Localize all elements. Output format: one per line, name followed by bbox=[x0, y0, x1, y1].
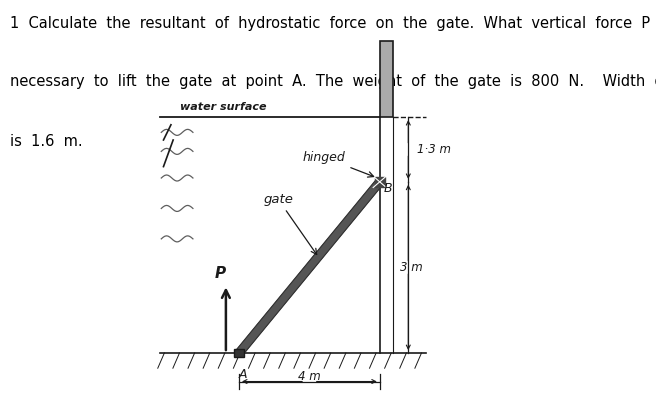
Text: 1  Calculate  the  resultant  of  hydrostatic  force  on  the  gate.  What  vert: 1 Calculate the resultant of hydrostatic… bbox=[10, 16, 656, 31]
Text: hinged: hinged bbox=[303, 151, 374, 177]
Text: 3 m: 3 m bbox=[400, 261, 422, 274]
Text: is  1.6  m.: is 1.6 m. bbox=[10, 134, 83, 149]
Bar bbox=[234, 349, 244, 357]
Polygon shape bbox=[236, 180, 383, 355]
Text: necessary  to  lift  the  gate  at  point  A.  The  weight  of  the  gate  is  8: necessary to lift the gate at point A. T… bbox=[10, 74, 656, 89]
Text: A: A bbox=[238, 368, 247, 381]
Text: water surface: water surface bbox=[180, 101, 266, 112]
Text: 4 m: 4 m bbox=[298, 371, 321, 383]
Text: B: B bbox=[384, 182, 393, 195]
Text: gate: gate bbox=[263, 193, 317, 254]
Text: 1·3 m: 1·3 m bbox=[417, 143, 451, 156]
Text: P: P bbox=[215, 266, 226, 281]
Bar bbox=[380, 41, 393, 117]
